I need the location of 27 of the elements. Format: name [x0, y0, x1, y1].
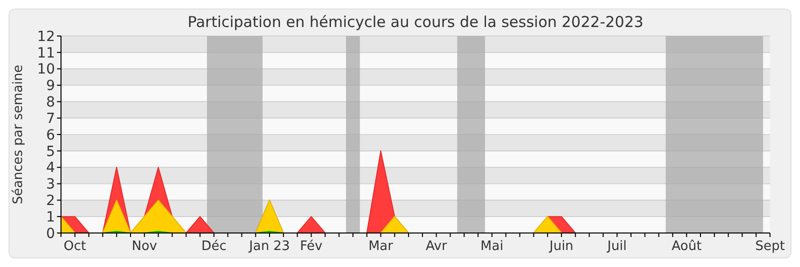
x-tick-label: Oct [64, 239, 86, 254]
x-tick-label: Avr [426, 239, 448, 254]
y-tick-label: 7 [46, 110, 55, 127]
y-tick-label: 9 [46, 78, 55, 94]
x-tick-label: Nov [132, 239, 158, 254]
y-tick-label: 3 [46, 176, 55, 193]
y-tick-label: 12 [37, 28, 55, 45]
x-tick-label: Mai [480, 239, 504, 254]
x-tick-label: Jan 23 [248, 239, 290, 254]
x-tick-label: Juil [606, 239, 627, 254]
y-tick-label: 5 [46, 144, 55, 160]
y-tick-label: 4 [46, 160, 56, 176]
x-tick-label: Fév [300, 239, 323, 254]
x-tick-label: Déc [201, 239, 226, 254]
y-axis-title: Séances par semaine [11, 64, 26, 204]
x-tick-label: Juin [548, 239, 574, 254]
x-tick-label: Mar [368, 239, 394, 254]
y-tick-label: 11 [37, 45, 55, 62]
x-tick-label: Sept [755, 239, 785, 254]
x-tick-label: Août [672, 239, 702, 254]
y-tick-label: 6 [46, 127, 56, 144]
y-tick-label: 1 [46, 209, 55, 226]
y-tick-label: 2 [46, 193, 55, 210]
chart-title: Participation en hémicycle au cours de la session 2022-2023 [188, 13, 644, 31]
y-tick-label: 8 [46, 94, 55, 111]
y-tick-label: 10 [37, 62, 55, 78]
y-tick-label: 0 [46, 226, 55, 242]
